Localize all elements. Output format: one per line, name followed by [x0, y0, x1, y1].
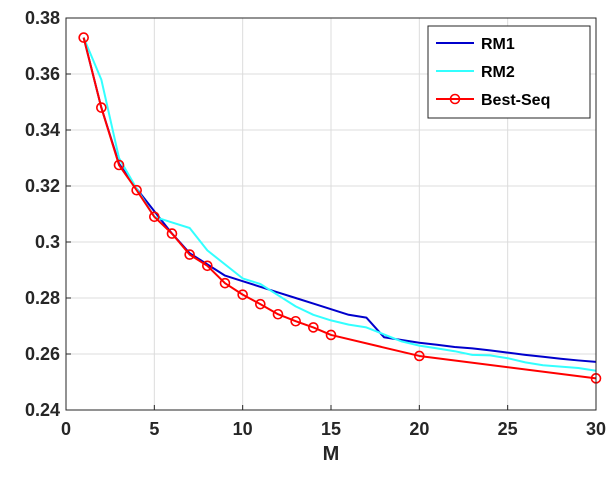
- x-tick-label: 20: [409, 419, 429, 439]
- y-tick-label: 0.24: [25, 400, 60, 420]
- data-point-best-seq: [255, 298, 266, 310]
- data-point-best-seq: [308, 322, 319, 333]
- legend: RM1 RM2 Best-Seq: [427, 25, 591, 119]
- data-point-best-seq: [113, 159, 125, 171]
- data-point-best-seq: [237, 289, 248, 300]
- data-point-best-seq: [78, 32, 89, 43]
- data-point-best-seq: [149, 211, 160, 223]
- y-tick-label: 0.28: [25, 288, 60, 308]
- x-axis-label: M: [323, 443, 340, 465]
- x-tick-label: 25: [498, 419, 518, 439]
- x-tick-label: 0: [61, 419, 71, 439]
- x-tick-label: 5: [149, 419, 159, 439]
- series-best-seq: [78, 32, 602, 384]
- data-point-best-seq: [272, 308, 284, 320]
- legend-label-best-seq: Best-Seq: [481, 92, 550, 109]
- x-axis-ticks: 0 5 10 15 20 25 30: [61, 405, 606, 439]
- data-point-best-seq: [184, 249, 195, 260]
- data-point-best-seq: [166, 228, 178, 239]
- y-tick-label: 0.32: [25, 176, 60, 196]
- legend-item-best-seq: Best-Seq: [436, 92, 550, 109]
- legend-label-rm1: RM1: [481, 36, 515, 53]
- y-tick-label: 0.38: [25, 8, 60, 28]
- y-axis-ticks: 0.24 0.26 0.28 0.3 0.32 0.34 0.36 0.38: [25, 8, 71, 420]
- series-layer: [78, 32, 602, 384]
- data-point-best-seq: [96, 102, 107, 113]
- legend-item-rm2: RM2: [436, 64, 515, 81]
- x-tick-label: 10: [233, 419, 253, 439]
- series-line-best-seq: [82, 37, 597, 380]
- x-tick-label: 15: [321, 419, 341, 439]
- data-point-best-seq: [290, 315, 301, 327]
- data-point-best-seq: [325, 329, 337, 341]
- y-tick-label: 0.36: [25, 64, 60, 84]
- series-rm2: [82, 37, 597, 372]
- y-tick-label: 0.34: [25, 120, 60, 140]
- legend-label-rm2: RM2: [481, 64, 515, 81]
- legend-marker-best-seq: [449, 93, 461, 105]
- y-tick-label: 0.3: [35, 232, 60, 252]
- legend-item-rm1: RM1: [436, 36, 515, 53]
- data-point-best-seq: [219, 277, 231, 289]
- y-tick-label: 0.26: [25, 344, 60, 364]
- series-line-rm2: [82, 37, 597, 372]
- data-point-best-seq: [131, 184, 142, 196]
- data-point-best-seq: [414, 350, 425, 362]
- x-tick-label: 30: [586, 419, 606, 439]
- data-point-best-seq: [202, 260, 213, 272]
